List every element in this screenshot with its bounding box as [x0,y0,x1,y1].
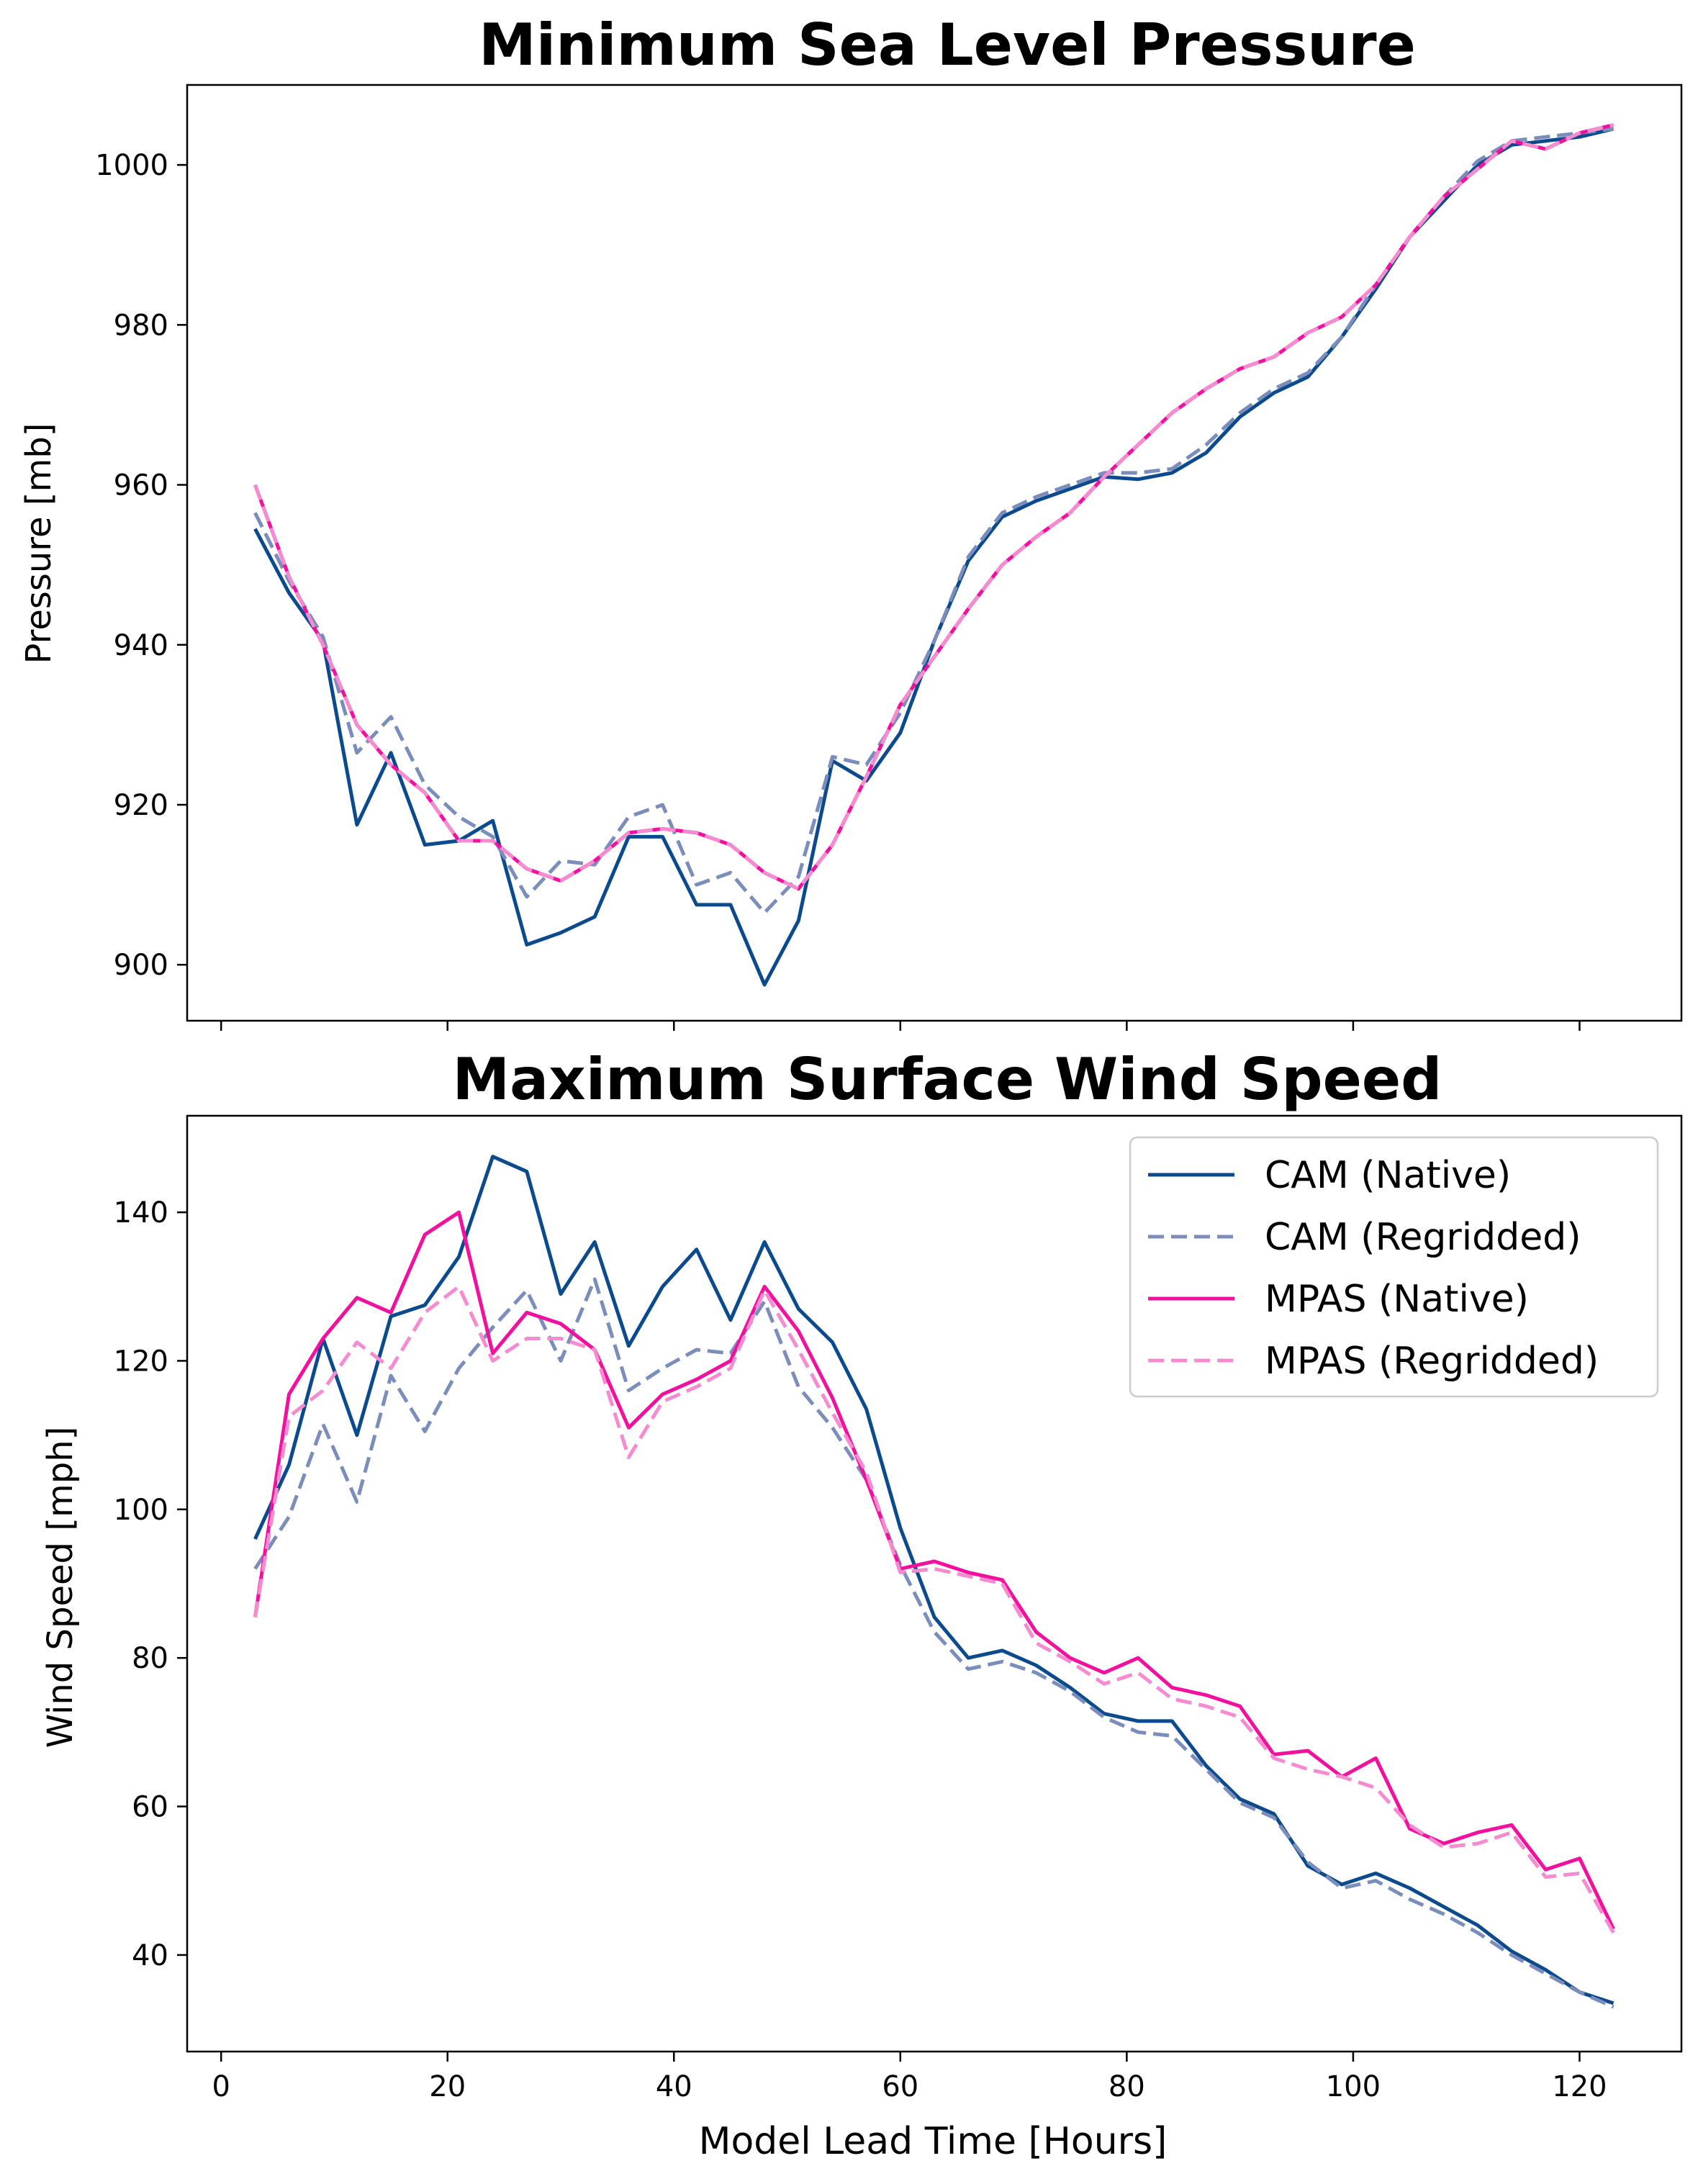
legend-entry-cam-regridded: CAM (Regridded) [1148,1216,1581,1259]
wind-x-tick-label: 20 [429,2070,466,2103]
pressure-y-tick-label: 980 [114,309,168,342]
wind-x-tick-label: 60 [882,2070,918,2103]
legend-label-cam-native: CAM (Native) [1265,1154,1511,1197]
pressure-y-tick-label: 900 [114,949,168,982]
legend-label-mpas-native: MPAS (Native) [1265,1278,1529,1321]
wind-y-tick-label: 100 [114,1494,168,1527]
wind-x-tick-label: 80 [1108,2070,1145,2103]
pressure-y-tick-label: 1000 [95,149,168,182]
legend-entry-cam-native: CAM (Native) [1148,1154,1511,1197]
wind-chart-title: Maximum Surface Wind Speed [453,1046,1442,1113]
wind-y-tick-label: 140 [114,1196,168,1229]
legend: CAM (Native) CAM (Regridded) MPAS (Nativ… [1129,1136,1659,1398]
pressure-plot-frame [186,84,1683,1022]
pressure-y-tick-label: 960 [114,469,168,502]
pressure-chart-title: Minimum Sea Level Pressure [479,12,1416,78]
wind-x-tick-label: 100 [1326,2070,1381,2103]
wind-y-ticks: 40 60 80 100 120 140 [114,1196,187,1972]
wind-plot-frame [186,1114,1683,2053]
wind-series-cam-native [253,1155,1615,2005]
wind-y-tick-label: 80 [132,1642,168,1675]
legend-entry-mpas-regridded: MPAS (Regridded) [1148,1340,1599,1383]
wind-y-tick-label: 40 [132,1939,168,1972]
wind-series-mpas-regridded [253,1284,1615,1934]
legend-box [1129,1136,1659,1398]
wind-panel: Maximum Surface Wind Speed Wind Speed [m… [40,1046,1683,2163]
wind-series-lines [253,1155,1615,2009]
wind-y-axis-label: Wind Speed [mph] [40,1427,81,1748]
wind-y-tick-label: 120 [114,1345,168,1378]
wind-x-tick-label: 0 [212,2070,230,2103]
wind-x-ticks: 0 20 40 60 80 100 120 [212,2052,1607,2103]
pressure-series-cam-regridded [253,127,1614,915]
pressure-y-tick-label: 940 [114,629,168,662]
wind-x-tick-label: 120 [1552,2070,1607,2103]
pressure-y-tick-label: 920 [114,789,168,822]
pressure-y-ticks: 900 920 940 960 980 1000 [95,149,187,982]
pressure-series-lines [253,123,1615,987]
pressure-panel: Minimum Sea Level Pressure Pressure [mb]… [19,12,1683,1031]
legend-label-cam-regridded: CAM (Regridded) [1265,1216,1581,1259]
wind-x-tick-label: 40 [656,2070,692,2103]
legend-label-mpas-regridded: MPAS (Regridded) [1265,1340,1599,1383]
pressure-y-axis-label: Pressure [mb] [19,423,59,664]
wind-y-tick-label: 60 [132,1791,168,1824]
pressure-x-ticks [220,1021,1581,1031]
wind-x-axis-label: Model Lead Time [Hours] [699,2120,1168,2163]
pressure-series-mpas-regridded [253,123,1615,891]
wind-series-mpas-native [253,1210,1615,1930]
legend-entry-mpas-native: MPAS (Native) [1148,1278,1529,1321]
pressure-series-cam-native [253,127,1615,987]
